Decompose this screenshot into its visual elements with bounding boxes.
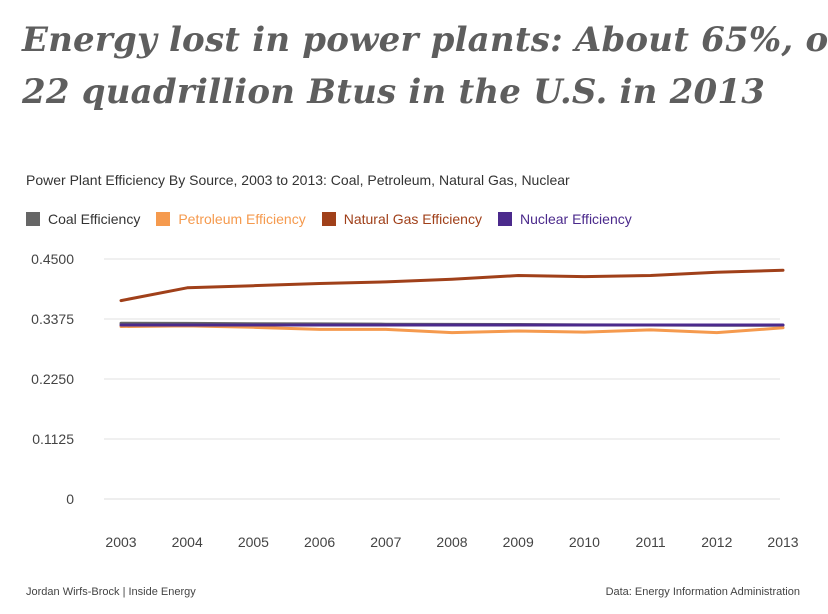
- series-line-natural-gas: [119, 268, 785, 303]
- chart-legend: Coal Efficiency Petroleum Efficiency Nat…: [26, 209, 648, 229]
- headline-line-1: Energy lost in power plants: About 65%, …: [22, 20, 828, 60]
- credit-text: Jordan Wirfs-Brock | Inside Energy: [26, 586, 196, 598]
- x-tick-label: 2013: [767, 534, 798, 550]
- x-tick-label: 2003: [105, 534, 136, 550]
- legend-swatch-nuclear: [497, 212, 512, 226]
- legend-swatch-coal: [26, 212, 40, 226]
- y-tick-label: 0.3375: [31, 311, 74, 327]
- headline: Energy lost in power plants: About 65%, …: [22, 14, 828, 118]
- legend-item-nuclear[interactable]: Nuclear Efficiency: [497, 211, 632, 227]
- x-tick-label: 2007: [370, 534, 401, 550]
- legend-item-petroleum[interactable]: Petroleum Efficiency: [156, 211, 306, 227]
- x-tick-label: 2011: [636, 534, 666, 550]
- x-tick-label: 2008: [436, 534, 467, 550]
- legend-item-natural-gas[interactable]: Natural Gas Efficiency: [321, 211, 482, 227]
- y-tick-label: 0.2250: [31, 371, 74, 387]
- y-tick-label: 0.1125: [32, 431, 74, 447]
- legend-swatch-natural-gas: [321, 212, 336, 226]
- legend-label-coal: Coal Efficiency: [48, 211, 141, 227]
- headline-line-2: 22 quadrillion Btus in the U.S. in 2013: [22, 72, 766, 112]
- legend-label-natural-gas: Natural Gas Efficiency: [343, 211, 482, 227]
- x-tick-label: 2004: [172, 534, 203, 550]
- x-tick-label: 2012: [701, 534, 732, 550]
- source-text: Data: Energy Information Administration: [605, 586, 800, 598]
- x-tick-label: 2009: [503, 534, 534, 550]
- legend-swatch-petroleum: [156, 212, 171, 226]
- y-tick-label: 0.4500: [31, 251, 74, 267]
- x-tick-label: 2006: [304, 534, 335, 550]
- series-line-petroleum: [119, 324, 785, 335]
- x-tick-label: 2005: [238, 534, 269, 550]
- line-chart: 0 0.1125 0.2250 0.3375 0.4500 2003 2004 2005 200…: [31, 251, 799, 550]
- x-tick-label: 2010: [569, 534, 600, 550]
- y-tick-label: 0: [66, 491, 74, 507]
- legend-item-coal[interactable]: Coal Efficiency: [26, 211, 140, 227]
- legend-label-nuclear: Nuclear Efficiency: [519, 211, 632, 227]
- chart-title: Power Plant Efficiency By Source, 2003 t…: [26, 172, 570, 188]
- legend-label-petroleum: Petroleum Efficiency: [178, 211, 306, 227]
